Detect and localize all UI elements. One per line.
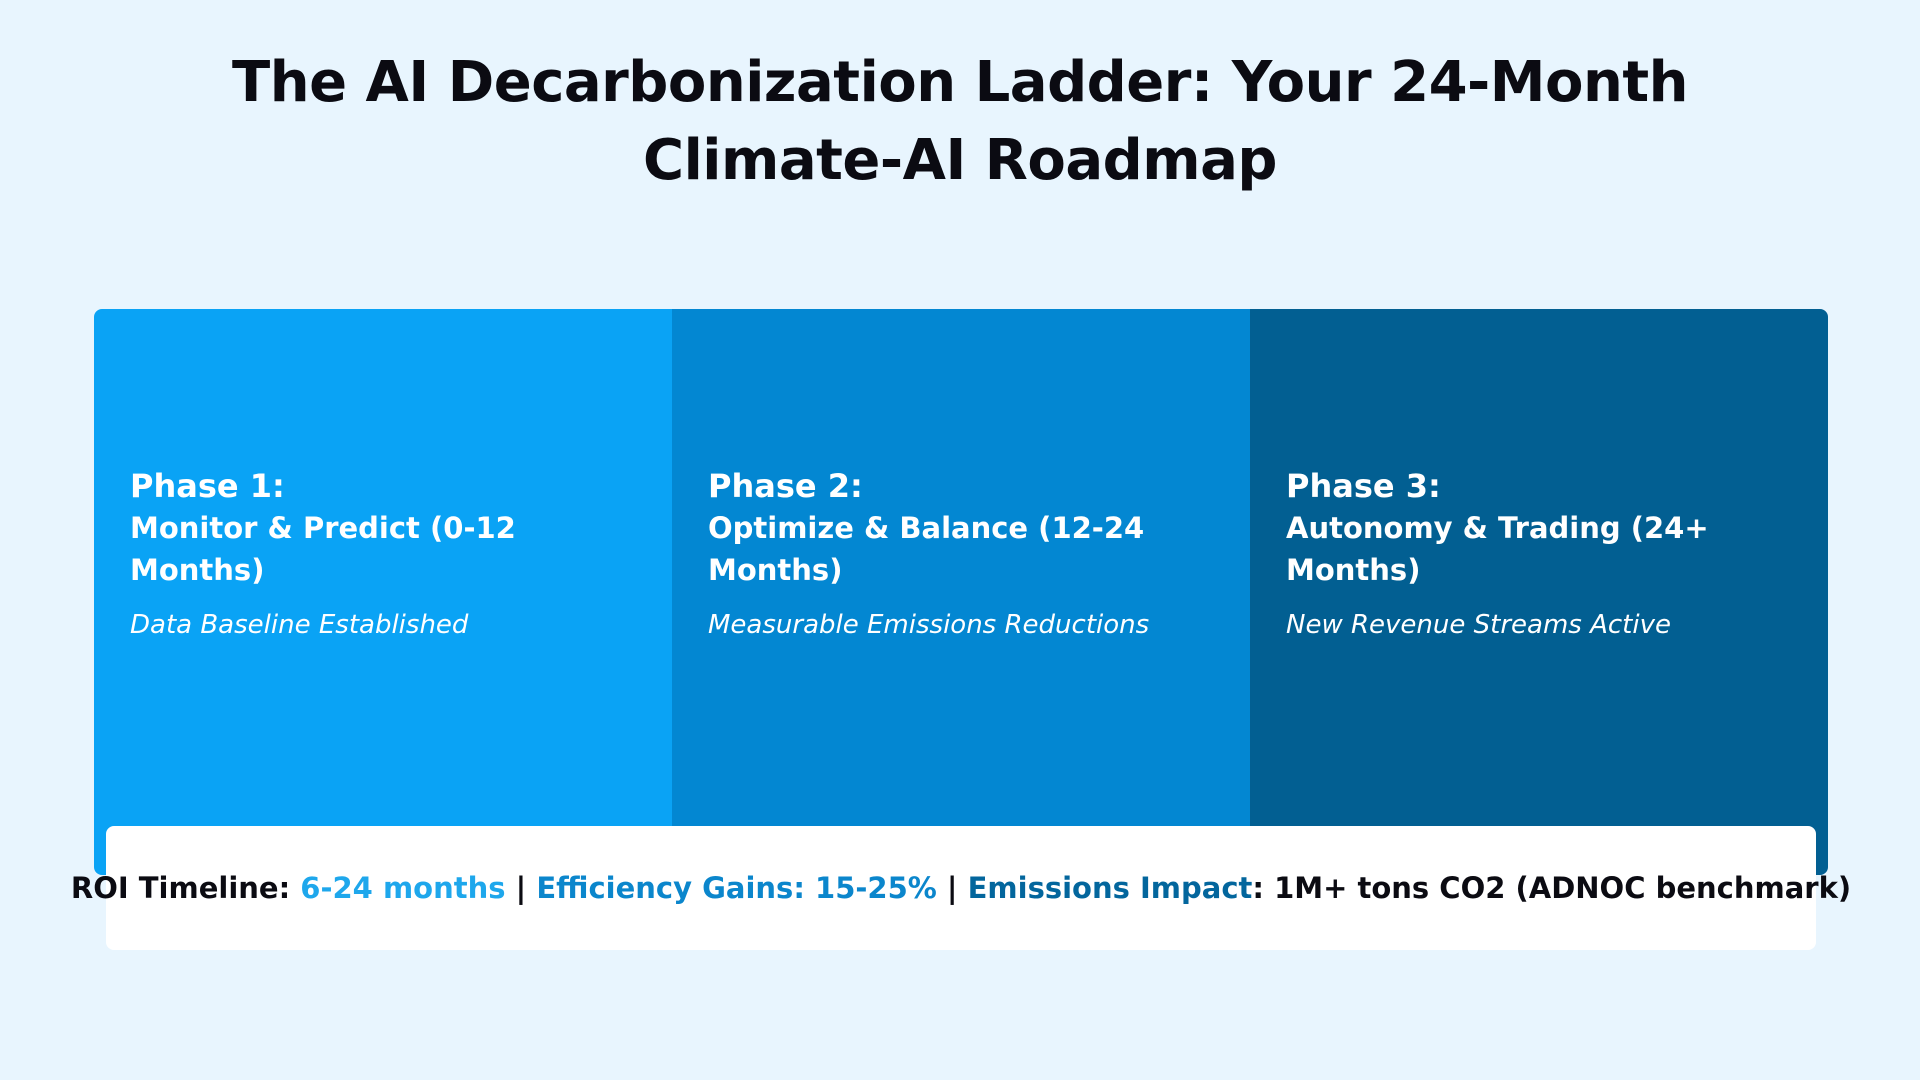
- phase-3-subtitle: Autonomy & Trading (24+ Months): [1286, 511, 1709, 587]
- title-line-2: Climate-AI Roadmap: [643, 128, 1278, 193]
- roi-separator-1: |: [505, 871, 537, 905]
- roi-summary-box: ROI Timeline: 6-24 months | Efficiency G…: [71, 826, 1851, 950]
- phase-1-card: Phase 1: Monitor & Predict (0-12 Months)…: [94, 309, 672, 875]
- phase-2-card: Phase 2: Optimize & Balance (12-24 Month…: [672, 309, 1250, 875]
- emissions-impact-value: : 1M+ tons CO2 (ADNOC benchmark): [1252, 871, 1852, 905]
- title-line-1: The AI Decarbonization Ladder: Your 24-M…: [232, 50, 1688, 115]
- phase-2-subtitle: Optimize & Balance (12-24 Months): [708, 511, 1145, 587]
- roi-label: ROI Timeline:: [70, 871, 301, 905]
- phase-3-card: Phase 3: Autonomy & Trading (24+ Months)…: [1250, 309, 1828, 875]
- emissions-impact-label: Emissions Impact: [967, 871, 1253, 905]
- phase-2-outcome: Measurable Emissions Reductions: [708, 610, 1150, 640]
- phase-ladder: Phase 1: Monitor & Predict (0-12 Months)…: [94, 309, 1828, 875]
- phase-3-outcome: New Revenue Streams Active: [1286, 610, 1671, 640]
- roi-timeline-value: 6-24 months: [300, 871, 506, 905]
- roi-separator-2: |: [936, 871, 968, 905]
- phase-2-heading: Phase 2:: [708, 467, 863, 505]
- phase-3-heading: Phase 3:: [1286, 467, 1441, 505]
- page-title: The AI Decarbonization Ladder: Your 24-M…: [0, 44, 1920, 200]
- phase-1-subtitle: Monitor & Predict (0-12 Months): [130, 511, 516, 587]
- phase-1-outcome: Data Baseline Established: [130, 610, 469, 640]
- efficiency-gains: Efficiency Gains: 15-25%: [536, 871, 937, 905]
- phase-1-heading: Phase 1:: [130, 467, 285, 505]
